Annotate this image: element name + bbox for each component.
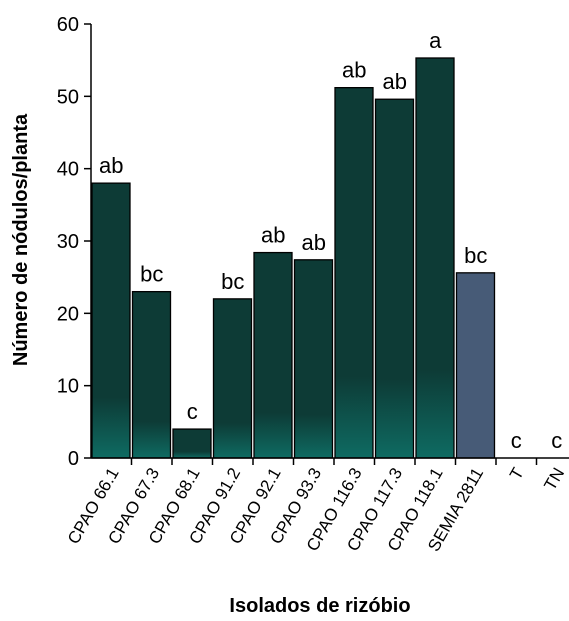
bar-cpao-118-1	[415, 57, 455, 459]
bar-cpao-117-3	[374, 98, 415, 459]
bar-cpao-68-1	[172, 428, 212, 459]
x-axis-title: Isolados de rizóbio	[229, 595, 410, 617]
data-label: bc	[464, 243, 487, 268]
y-axis-ticks: 0 10 20 30 40 50 60	[57, 14, 91, 470]
data-label: c	[511, 428, 522, 453]
bar-cpao-67-3	[131, 290, 172, 459]
data-label: a	[429, 28, 442, 53]
x-tick-label: TN	[540, 465, 568, 494]
y-tick-label: 0	[68, 448, 79, 470]
data-label: ab	[383, 69, 407, 94]
data-label: ab	[261, 223, 285, 248]
y-tick-label: 30	[57, 231, 79, 253]
bar-semia-2811	[455, 272, 496, 459]
bar-cpao-91-2	[212, 298, 253, 459]
data-label: ab	[302, 230, 326, 255]
data-label: bc	[140, 262, 163, 287]
data-label: bc	[221, 269, 244, 294]
data-label: ab	[342, 58, 366, 83]
x-tick-label: T	[506, 465, 528, 483]
y-tick-label: 20	[57, 303, 79, 325]
data-label: c	[187, 399, 198, 424]
data-label: c	[551, 428, 562, 453]
y-tick-label: 60	[57, 14, 79, 36]
y-tick-label: 40	[57, 159, 79, 181]
bar-cpao-92-1	[253, 251, 293, 459]
y-tick-label: 10	[57, 376, 79, 398]
data-label: ab	[99, 153, 123, 178]
y-axis-title: Número de nódulos/planta	[10, 113, 32, 366]
y-tick-label: 50	[57, 86, 79, 108]
bar-cpao-66-1	[91, 182, 131, 459]
bar-cpao-116-3	[334, 87, 374, 459]
bar-cpao-93-3	[293, 259, 334, 459]
bars	[91, 57, 496, 459]
